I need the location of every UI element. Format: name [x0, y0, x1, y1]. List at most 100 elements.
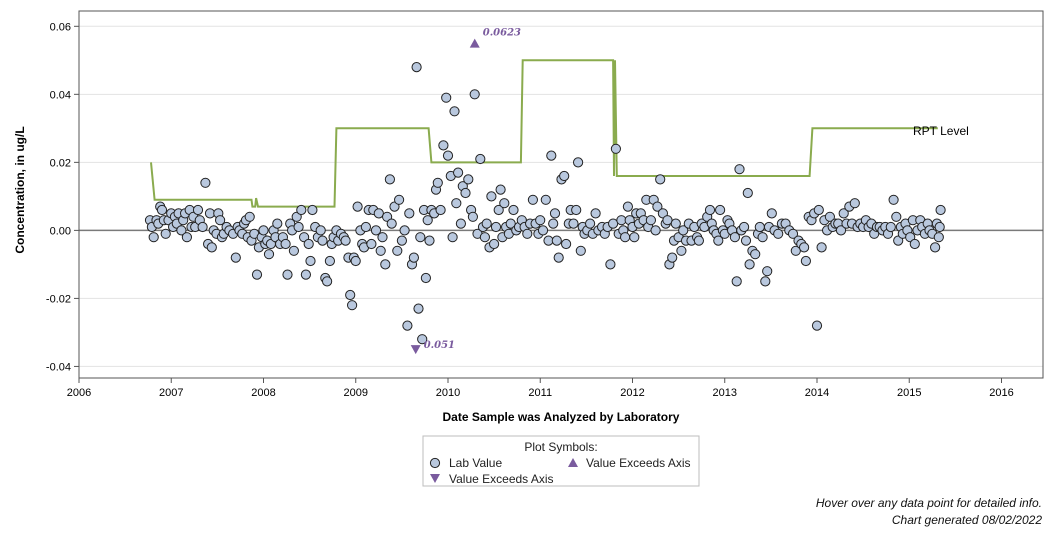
lab-value-point [909, 238, 920, 250]
lab-value-point [438, 140, 449, 151]
lab-value-point [575, 245, 586, 256]
lab-value-point [549, 208, 561, 219]
lab-value-point [317, 235, 328, 246]
lab-value-point [460, 187, 471, 199]
legend-exceeds-down-marker [430, 474, 440, 483]
lab-value-point [934, 221, 945, 233]
lab-value-point [891, 211, 902, 222]
lab-value-point [315, 225, 326, 236]
lab-value-point [380, 259, 391, 270]
lab-value-point [800, 255, 812, 267]
lab-value-point [386, 218, 397, 229]
legend-exceeds-up-marker [568, 458, 578, 467]
lab-value-point [340, 235, 351, 246]
lab-value-point [352, 201, 363, 212]
hover-hint: Hover over any data point for detailed i… [815, 496, 1042, 510]
lab-value-point [527, 194, 539, 205]
lab-value-point [375, 245, 386, 256]
lab-value-point [678, 225, 689, 236]
lab-value-point [670, 218, 681, 229]
legend-box [422, 435, 700, 487]
lab-value-point [757, 232, 768, 243]
grid-lines [79, 25, 1043, 367]
y-tick-label: 0.04 [50, 89, 71, 101]
lab-value-point [610, 143, 622, 154]
lab-value-point [740, 235, 752, 246]
exceeds-up-annotation: 0.0623 [483, 28, 521, 39]
lab-value-point [605, 259, 616, 270]
lab-value-point [230, 252, 241, 263]
lab-value-point [693, 235, 705, 246]
lab-value-point [350, 255, 361, 267]
lab-value-point [181, 232, 192, 243]
lab-value-point [676, 245, 687, 256]
lab-value-point [347, 300, 358, 311]
lab-value-point [489, 238, 500, 250]
legend: Plot Symbols: Lab Value Value Exceeds Ax… [422, 435, 700, 487]
lab-value-point [760, 276, 771, 287]
exceeds-axis-up-marker [469, 38, 480, 48]
lab-value-point [933, 232, 944, 243]
lab-value-point [655, 174, 666, 185]
lab-value-point [282, 269, 293, 280]
lab-value-point [305, 255, 316, 267]
y-tick-label: -0.02 [46, 293, 71, 305]
lab-value-point [447, 232, 458, 243]
lab-value-point [402, 320, 413, 331]
tick-labels: -0.04 -0.02 0.00 0.02 0.04 0.06 2006 2007 2008 20… [46, 21, 1014, 399]
legend-lab-value-marker [429, 457, 441, 469]
lab-value-point [435, 204, 446, 216]
x-tick-label: 2007 [159, 387, 183, 399]
lab-value-point [408, 252, 419, 263]
lab-value-point [449, 106, 460, 117]
lab-value-point [296, 204, 307, 216]
lab-value-point [551, 235, 562, 246]
lab-value-point [750, 249, 761, 260]
lab-value-point [739, 221, 750, 233]
y-tick-label: -0.04 [46, 361, 71, 373]
lab-value-point [535, 215, 546, 226]
lab-value-point [629, 232, 640, 243]
lab-value-point [280, 238, 291, 250]
lab-value-point [813, 204, 824, 216]
lab-value-point [731, 276, 742, 287]
lab-value-point [573, 157, 584, 168]
lab-value-point [787, 228, 799, 239]
lab-value-point [197, 221, 208, 233]
lab-value-point [930, 242, 941, 253]
lab-value-point [652, 201, 663, 212]
x-tick-label: 2016 [989, 387, 1013, 399]
rpt-level-label: RPT Level [913, 124, 969, 138]
lab-value-point [540, 194, 551, 205]
lab-value-point [200, 177, 211, 188]
lab-value-point [307, 204, 318, 216]
lab-value-point [300, 269, 311, 280]
lab-value-point [499, 198, 510, 209]
lab-value-point [469, 89, 480, 100]
lab-value-point [463, 174, 474, 185]
lab-value-point [258, 225, 269, 236]
lab-value-point [394, 194, 405, 205]
lab-value-point [811, 320, 823, 331]
lab-value-point [192, 204, 204, 216]
lab-value-point [561, 238, 572, 250]
lab-value-point [148, 232, 159, 243]
y-axis-title: Concentration, in ug/L [13, 126, 27, 253]
x-tick-label: 2014 [805, 387, 829, 399]
lab-value-point [715, 204, 726, 216]
lab-value-point [935, 204, 946, 216]
x-axis-title: Date Sample was Analyzed by Laboratory [443, 410, 680, 424]
lab-value-point [360, 221, 371, 233]
lab-value-point [451, 198, 462, 209]
lab-value-point [176, 225, 187, 236]
lab-value-point [486, 191, 497, 202]
lab-value-point [835, 225, 847, 236]
lab-value-point [370, 225, 382, 236]
y-tick-label: 0.00 [50, 225, 71, 237]
lab-value-point [838, 208, 849, 219]
lab-value-point [816, 242, 827, 253]
lab-value-point [568, 218, 579, 229]
plot-frame [78, 10, 1044, 379]
lab-value-point [303, 238, 314, 250]
legend-lab-value-label: Lab Value [449, 456, 502, 470]
